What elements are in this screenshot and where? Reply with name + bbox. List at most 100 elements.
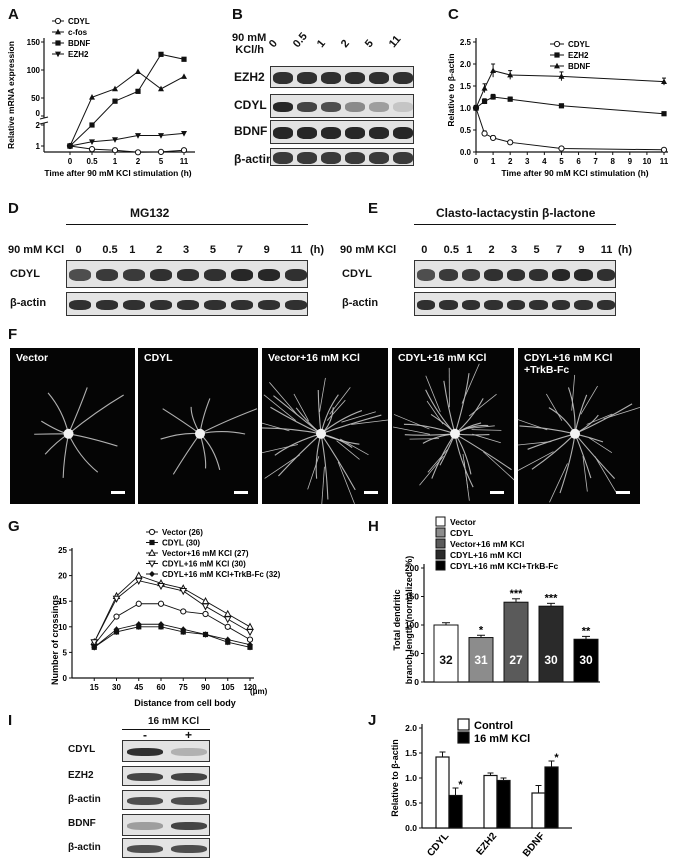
blot-band <box>170 845 208 853</box>
panel-c-xlabel: Time after 90 mM KCl stimulation (h) <box>501 168 648 178</box>
scale-bar <box>616 491 630 494</box>
panel-b-lane-label: 5 <box>362 37 376 50</box>
panel-b-lane-label: 0 <box>266 37 280 50</box>
panelD-row-label: β-actin <box>10 297 47 309</box>
neuron-branch <box>427 449 448 473</box>
neuron-branch <box>588 437 613 454</box>
neuron-dendrite <box>320 433 356 491</box>
panel-b-header-line2: KCl/h <box>235 44 264 57</box>
scale-bar <box>111 491 125 494</box>
scale-bar <box>490 491 504 494</box>
panel-g-ytick: 10 <box>58 623 67 632</box>
panel-g-legend-text: Vector+16 mM KCl (27) <box>162 549 249 558</box>
panelE-lane-label: 7 <box>555 244 562 256</box>
panel-c-legend-marker <box>554 62 560 69</box>
panel-h-ylabel-line1: Total dendritic <box>392 589 402 650</box>
neuron-dendrite <box>574 403 633 435</box>
panelD-lane-label: 0.5 <box>102 244 118 256</box>
neuron-branch <box>326 399 346 421</box>
panel-j-ylabel: Relative to β-actin <box>390 739 400 817</box>
panel-b-blot-row <box>270 66 414 88</box>
panel-c-ytick: 1.0 <box>460 104 472 113</box>
panel-b-row-label: β-actin <box>234 152 274 166</box>
blot-band <box>96 269 119 281</box>
panel-g-legend-marker <box>149 571 155 577</box>
panel-i-treatment: 16 mM KCl <box>148 716 200 727</box>
blot-band <box>345 127 365 139</box>
neuron-drawing <box>34 387 124 478</box>
panelD-row-label: CDYL <box>10 268 40 280</box>
blot-band <box>170 797 208 805</box>
panel-g-point <box>90 639 99 647</box>
panel-c-point <box>661 111 667 117</box>
panelD-lane-label: 5 <box>209 244 216 256</box>
panelD-lane-label: (h) <box>310 244 325 256</box>
panelE-lane-label: 5 <box>533 244 540 256</box>
panel-a-plot-area <box>39 38 195 156</box>
neuron-branch <box>393 414 430 430</box>
panel-a-point <box>181 56 187 62</box>
panel-c-point <box>558 73 565 79</box>
panel-a-xlabel: Time after 90 mM KCl stimulation (h) <box>44 168 191 178</box>
panel-b-header: 90 mM KCl/h <box>232 32 266 57</box>
panel-h-legend-text: CDYL <box>450 528 473 538</box>
panel-c-ytick: 0.5 <box>460 126 472 135</box>
panel-h-n-label: 32 <box>439 653 453 667</box>
panelD-lane-label: 3 <box>183 244 190 256</box>
panel-g-point <box>135 600 142 607</box>
blot-band <box>176 269 200 281</box>
neuron-branch <box>425 375 441 412</box>
panel-a-xtick: 11 <box>180 157 189 166</box>
neuron-branch <box>340 438 369 456</box>
panelD-lane-label: 11 <box>290 244 303 256</box>
panel-g-xlabel: Distance from cell body <box>134 698 236 708</box>
blot-band <box>126 797 164 805</box>
neuron-dendrite <box>199 433 221 471</box>
blot-band <box>123 269 146 281</box>
panel-d-bracket <box>66 224 308 225</box>
neuron-branch <box>307 456 320 490</box>
panel-b-lane-label: 11 <box>386 33 404 50</box>
neuron-branch <box>482 451 514 481</box>
panel-j-legend-text: Control <box>474 720 513 732</box>
panel-a-point <box>134 149 142 156</box>
panel-f-image-label: Vector+16 mM KCl <box>268 352 360 364</box>
panel-h-bar <box>573 638 599 683</box>
panel-c-line-0 <box>475 107 665 151</box>
neuron-branch <box>263 394 296 421</box>
panel-h-ytick: 100 <box>405 620 419 630</box>
panelD-lane-label: 0 <box>75 244 82 256</box>
panel-h-legend-text: Vector+16 mM KCl <box>450 539 524 549</box>
blot-band <box>273 72 293 84</box>
panel-g-line-1 <box>93 626 251 648</box>
blot-band <box>257 300 280 310</box>
blot-band <box>230 300 253 310</box>
panel-g-point <box>91 644 98 651</box>
neuron-branch <box>462 454 469 489</box>
panel-g-legend-text: CDYL+16 mM KCl+TrkB-Fc (32) <box>162 570 281 579</box>
blot-band <box>126 845 164 853</box>
panel-c-ylabel: Relative to β-actin <box>446 53 456 126</box>
neuron-branch <box>409 438 439 440</box>
panel-f-image-label: CDYL+16 mM KCl +TrkB-Fc <box>524 352 612 376</box>
panel-h-chart: 0 50 100 150 200 32 31 * 27 *** 30 *** 30 ** Total de… <box>392 516 600 687</box>
blot-band <box>273 127 293 139</box>
panelE-row-label: CDYL <box>342 268 372 280</box>
blot-band <box>345 72 365 84</box>
panel-label-a: A <box>8 6 19 23</box>
panel-j-sig: * <box>458 779 463 791</box>
blot-band <box>551 300 571 310</box>
blot-band <box>297 152 317 164</box>
blot-band <box>257 269 280 281</box>
neuron-soma <box>195 428 205 439</box>
panel-c-legend-marker <box>554 52 560 58</box>
panel-d-kcl-label: 90 mM KCl <box>8 244 65 256</box>
neuron-soma <box>63 428 74 439</box>
blot-band <box>69 269 92 281</box>
blot-band <box>273 102 293 112</box>
blot-band <box>284 269 307 281</box>
panel-f-image-label-line: CDYL+16 mM KCl <box>524 352 613 364</box>
panel-j-ytick: 1.0 <box>405 773 417 783</box>
panel-g-point <box>246 636 254 643</box>
panel-g-point <box>202 631 209 638</box>
